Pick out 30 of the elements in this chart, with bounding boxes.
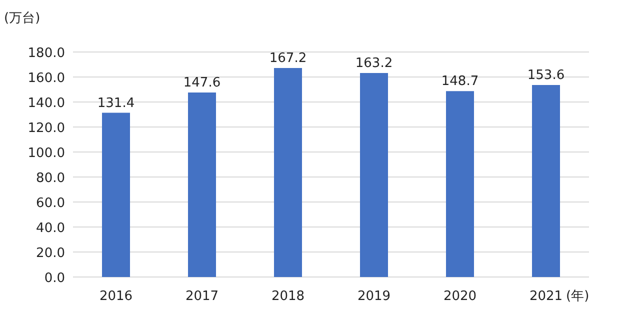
y-tick-label: 140.0 — [28, 96, 65, 111]
x-tick-label: 2017 — [185, 289, 219, 304]
bar — [532, 85, 560, 277]
data-label: 167.2 — [269, 51, 307, 66]
bar — [360, 73, 388, 277]
bar — [446, 91, 474, 277]
y-tick-label: 180.0 — [28, 46, 65, 61]
x-tick-label: 2016 — [99, 289, 133, 304]
data-label: 147.6 — [183, 76, 221, 90]
bar — [102, 112, 130, 277]
x-axis-title: (年) — [566, 289, 590, 304]
x-tick-label: 2021 — [529, 289, 563, 304]
y-tick-label: 20.0 — [36, 246, 65, 261]
bar — [188, 92, 216, 277]
x-tick-label: 2020 — [443, 289, 477, 304]
y-tick-label: 80.0 — [36, 171, 65, 186]
x-tick-label: 2019 — [357, 289, 391, 304]
y-tick-label: 160.0 — [28, 71, 65, 86]
data-label: 148.7 — [441, 74, 479, 90]
y-tick-label: 100.0 — [28, 146, 65, 161]
y-tick-label: 0.0 — [44, 271, 65, 286]
data-label: 131.4 — [97, 96, 135, 111]
y-tick-label: 120.0 — [28, 121, 65, 136]
x-tick-label: 2018 — [271, 289, 305, 304]
y-tick-label: 60.0 — [36, 196, 65, 211]
y-tick-label: 40.0 — [36, 221, 65, 236]
data-label: 163.2 — [355, 56, 393, 71]
y-axis-title: (万台) — [4, 11, 40, 26]
bar — [274, 68, 302, 277]
data-label: 153.6 — [527, 68, 565, 83]
